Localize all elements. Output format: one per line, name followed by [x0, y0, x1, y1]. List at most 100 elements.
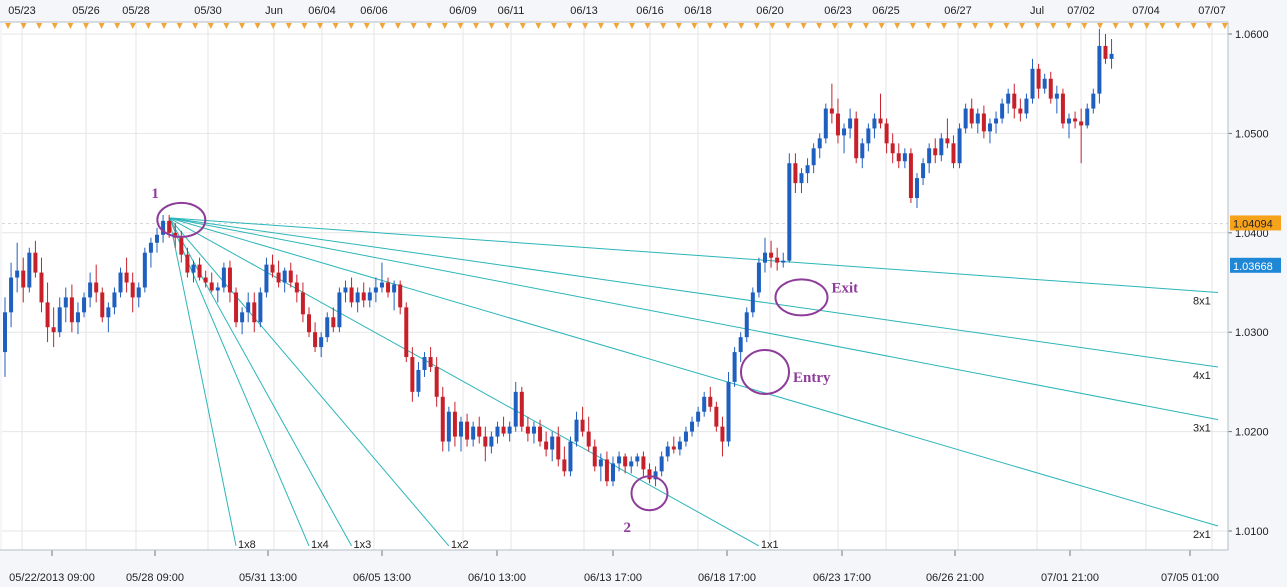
bottom-date-label: 06/23 17:00	[813, 572, 871, 584]
candle-up	[1006, 93, 1011, 104]
top-date-label: 06/16	[636, 5, 664, 17]
candle-up	[82, 297, 87, 313]
candle-up	[799, 173, 804, 184]
session-marker	[223, 23, 230, 29]
y-tick-label: 1.0600	[1235, 29, 1269, 41]
session-marker	[504, 23, 511, 29]
bottom-date-label: 05/28 09:00	[126, 572, 184, 584]
candle-down	[525, 426, 530, 434]
session-marker	[1190, 23, 1197, 29]
session-marker	[379, 23, 386, 29]
candle-up	[136, 287, 141, 298]
bid-price-text: 1.03668	[1233, 261, 1273, 273]
session-marker	[941, 23, 947, 29]
candle-up	[118, 272, 123, 293]
candle-up	[683, 431, 688, 442]
session-marker	[1159, 23, 1166, 29]
candle-down	[562, 459, 567, 472]
candle-up	[246, 302, 251, 313]
candle-up	[367, 292, 372, 301]
top-date-label: 05/23	[8, 5, 36, 17]
candle-up	[860, 143, 865, 159]
session-marker	[582, 23, 589, 29]
candle-up	[939, 138, 944, 156]
candle-up	[373, 287, 378, 293]
session-marker	[270, 23, 277, 29]
session-marker	[629, 23, 635, 29]
candle-down	[227, 267, 232, 293]
candle-down	[538, 426, 543, 442]
candle-up	[392, 284, 397, 293]
session-marker	[488, 23, 495, 29]
candle-down	[100, 292, 105, 318]
session-marker	[1112, 23, 1119, 29]
candle-down	[896, 153, 901, 162]
candle-down	[288, 270, 293, 283]
session-marker	[894, 23, 901, 29]
candle-up	[677, 441, 682, 450]
candle-up	[221, 267, 226, 288]
candle-up	[325, 317, 330, 338]
candle-down	[33, 252, 38, 273]
candle-up	[957, 128, 962, 164]
candle-down	[124, 272, 129, 283]
candle-down	[483, 436, 488, 447]
session-marker	[1206, 23, 1213, 29]
candle-down	[452, 411, 457, 437]
candle-down	[969, 108, 974, 124]
fan-label-3x1: 3x1	[1193, 423, 1211, 435]
top-date-label: 06/27	[944, 5, 972, 17]
session-marker	[301, 23, 308, 29]
session-marker	[1175, 23, 1181, 29]
session-marker	[925, 23, 932, 29]
top-date-label: Jul	[1030, 5, 1044, 17]
y-tick-label: 1.0300	[1235, 327, 1269, 339]
session-marker	[239, 23, 245, 29]
session-marker	[5, 23, 11, 29]
candle-up	[282, 270, 287, 283]
candle-up	[738, 337, 743, 353]
candle-down	[981, 113, 986, 132]
candle-up	[1024, 98, 1029, 114]
candle-up	[732, 352, 737, 382]
candle-up	[665, 446, 670, 457]
candle-down	[1048, 78, 1053, 99]
session-marker	[1128, 23, 1135, 29]
candle-up	[112, 292, 117, 308]
current-price-tag	[1230, 215, 1281, 231]
candle-up	[598, 459, 603, 467]
candle-up	[459, 421, 463, 437]
y-tick-label: 1.0500	[1235, 128, 1269, 140]
candle-up	[3, 312, 7, 353]
candle-up	[750, 292, 755, 313]
top-date-label: 06/11	[498, 5, 525, 17]
candle-up	[416, 369, 421, 392]
exit-ellipse	[774, 278, 829, 317]
candle-down	[361, 292, 366, 301]
session-marker	[1143, 23, 1150, 29]
top-date-label: 06/04	[308, 5, 336, 17]
candle-up	[142, 252, 147, 288]
session-marker	[753, 23, 760, 29]
candle-up	[726, 381, 731, 442]
candle-up	[915, 178, 919, 199]
session-marker	[410, 23, 417, 29]
fan-line-2x1	[169, 217, 1219, 527]
candle-down	[519, 391, 524, 427]
session-marker	[800, 23, 807, 29]
candle-down	[586, 431, 591, 447]
session-marker	[114, 23, 121, 29]
bottom-date-label: 07/01 21:00	[1041, 572, 1099, 584]
candle-up	[1042, 78, 1047, 89]
candle-down	[951, 143, 956, 164]
session-marker	[863, 23, 869, 29]
session-marker	[441, 23, 448, 29]
candle-up	[446, 411, 451, 442]
candle-down	[641, 456, 646, 470]
top-date-label: 06/18	[684, 5, 712, 17]
session-marker	[145, 23, 152, 29]
fan-line-4x1	[169, 217, 1219, 368]
current-price-text: 1.04094	[1233, 218, 1273, 230]
top-date-label: 07/02	[1067, 5, 1095, 17]
candle-up	[319, 337, 324, 348]
